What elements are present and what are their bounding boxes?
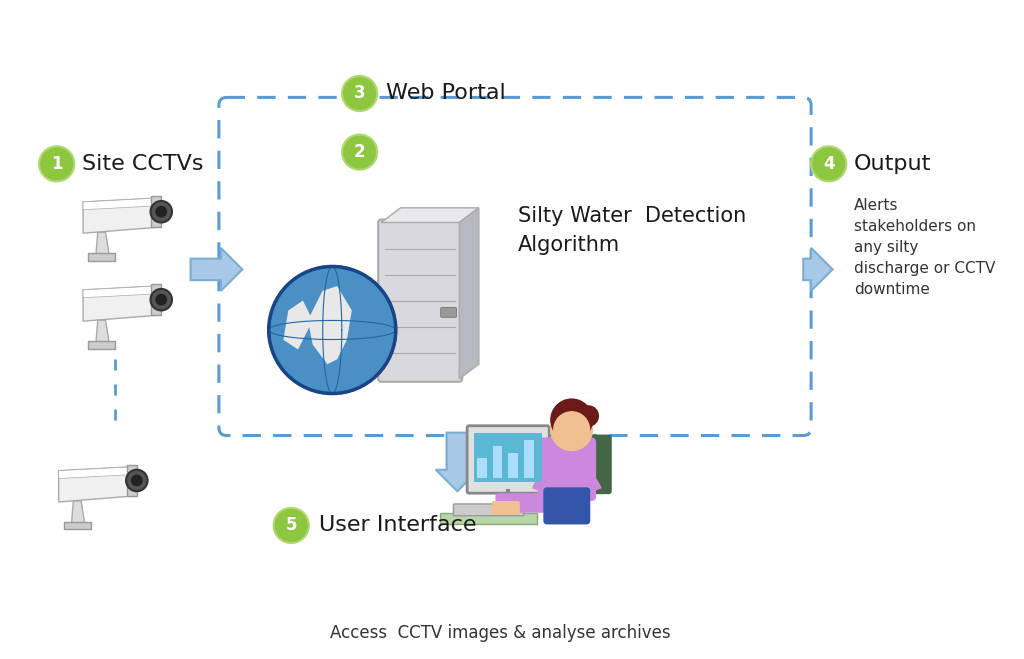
- FancyBboxPatch shape: [589, 434, 611, 494]
- Text: Web Portal: Web Portal: [386, 84, 506, 103]
- FancyBboxPatch shape: [454, 504, 524, 515]
- Polygon shape: [83, 198, 157, 210]
- Circle shape: [273, 508, 309, 543]
- Bar: [88, 341, 116, 349]
- Bar: [493, 446, 503, 478]
- FancyArrow shape: [477, 432, 520, 491]
- Circle shape: [151, 289, 172, 310]
- Circle shape: [39, 146, 75, 181]
- FancyBboxPatch shape: [378, 219, 462, 382]
- Bar: [127, 465, 137, 496]
- FancyBboxPatch shape: [538, 438, 596, 501]
- Text: Alerts
stakeholders on
any silty
discharge or CCTV
downtime: Alerts stakeholders on any silty dischar…: [854, 198, 995, 297]
- Bar: [524, 440, 534, 478]
- Text: 5: 5: [286, 517, 297, 534]
- FancyArrow shape: [803, 248, 833, 291]
- Text: 3: 3: [354, 84, 366, 103]
- Text: 4: 4: [823, 155, 835, 173]
- Polygon shape: [83, 198, 157, 233]
- Polygon shape: [58, 467, 132, 502]
- Polygon shape: [284, 301, 312, 349]
- Text: User Interface: User Interface: [318, 515, 476, 535]
- FancyBboxPatch shape: [474, 432, 543, 482]
- Bar: [152, 196, 161, 227]
- FancyArrow shape: [190, 248, 243, 291]
- Bar: [63, 521, 91, 529]
- Text: 1: 1: [51, 155, 62, 173]
- FancyArrow shape: [436, 432, 479, 491]
- FancyBboxPatch shape: [496, 493, 555, 513]
- Polygon shape: [381, 208, 479, 223]
- Circle shape: [268, 266, 396, 393]
- Circle shape: [131, 474, 142, 486]
- Polygon shape: [96, 320, 110, 345]
- Polygon shape: [83, 286, 157, 321]
- Polygon shape: [460, 208, 479, 379]
- Text: Access  CCTV images & analyse archives: Access CCTV images & analyse archives: [330, 624, 671, 642]
- FancyBboxPatch shape: [492, 501, 520, 515]
- Circle shape: [553, 411, 590, 448]
- Bar: [88, 253, 116, 260]
- Circle shape: [126, 470, 147, 491]
- Circle shape: [156, 294, 167, 306]
- Bar: [152, 284, 161, 315]
- Polygon shape: [72, 501, 85, 525]
- Text: Site CCTVs: Site CCTVs: [82, 154, 204, 174]
- Text: Output: Output: [854, 154, 932, 174]
- Circle shape: [342, 76, 377, 111]
- Circle shape: [811, 146, 846, 181]
- FancyBboxPatch shape: [440, 308, 457, 317]
- Bar: [508, 453, 518, 478]
- Polygon shape: [96, 232, 110, 257]
- Bar: [439, 513, 538, 525]
- Circle shape: [550, 408, 593, 451]
- Bar: [477, 458, 486, 478]
- Wedge shape: [531, 464, 602, 501]
- Circle shape: [550, 399, 593, 442]
- FancyBboxPatch shape: [467, 426, 549, 493]
- Circle shape: [156, 206, 167, 217]
- Polygon shape: [83, 286, 157, 298]
- Text: 2: 2: [354, 143, 366, 161]
- Circle shape: [578, 405, 599, 427]
- Polygon shape: [308, 286, 352, 364]
- Circle shape: [342, 134, 377, 170]
- Text: Silty Water  Detection
Algorithm: Silty Water Detection Algorithm: [518, 206, 746, 255]
- FancyBboxPatch shape: [544, 487, 590, 525]
- Circle shape: [151, 201, 172, 223]
- Polygon shape: [58, 467, 132, 478]
